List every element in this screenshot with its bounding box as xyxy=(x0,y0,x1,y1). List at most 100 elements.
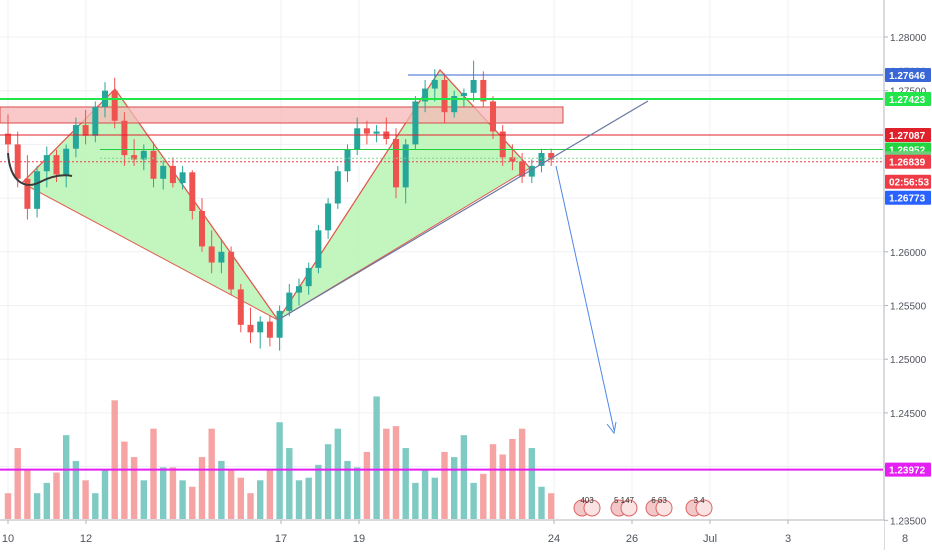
grid-lines xyxy=(0,0,906,521)
candle-body xyxy=(24,178,31,209)
volume-bar xyxy=(169,467,177,519)
drawing-overlays[interactable] xyxy=(0,74,883,471)
candle-body xyxy=(538,152,545,166)
candle-body xyxy=(460,92,467,97)
volume-bar xyxy=(460,435,468,519)
time-axis[interactable]: 10 12 17 19 24 26 Jul 3 8 xyxy=(0,519,908,550)
volume-bar xyxy=(24,469,31,519)
volume-bar xyxy=(363,451,371,519)
candle-body xyxy=(82,125,89,136)
time-tick-label: 19 xyxy=(353,533,365,545)
candle-body xyxy=(509,157,516,162)
candle-body xyxy=(199,210,205,247)
time-tick-label: Jul xyxy=(703,533,717,545)
price-level-label: 1.27646 xyxy=(889,71,926,82)
countdown-label-background xyxy=(885,174,931,189)
volume-bar xyxy=(412,482,419,519)
volume-bar xyxy=(499,454,506,519)
volume-bar xyxy=(227,469,235,519)
price-level-label-background xyxy=(885,462,931,477)
candle-body xyxy=(528,165,535,177)
volume-bar xyxy=(179,480,186,519)
volume-bar xyxy=(489,444,497,519)
price-level-label-background xyxy=(885,128,931,143)
candle-body xyxy=(189,172,196,211)
volume-bar xyxy=(354,467,361,519)
volume-bar xyxy=(121,441,128,519)
candle-body xyxy=(431,79,438,89)
candle-body xyxy=(72,125,79,149)
volume-bar xyxy=(266,469,274,519)
candle-body xyxy=(334,171,341,204)
candle-body xyxy=(499,131,506,158)
volume-bar xyxy=(528,448,535,519)
volume-bar xyxy=(324,444,332,519)
candle-body xyxy=(218,251,225,263)
candle-body xyxy=(247,324,254,333)
candle-body xyxy=(92,106,99,136)
candle-body xyxy=(519,161,526,177)
candle-body xyxy=(276,310,283,338)
price-tick-label: 1.24500 xyxy=(890,409,927,420)
volume-bar xyxy=(140,480,147,519)
volume-bar xyxy=(33,493,41,519)
candle-body xyxy=(451,96,458,113)
time-tick-label: 8 xyxy=(902,533,908,545)
candle-body xyxy=(208,246,215,263)
volume-bar xyxy=(392,426,400,519)
volume-bar xyxy=(101,469,109,519)
time-tick-label: 12 xyxy=(80,533,92,545)
event-count: 403 xyxy=(580,496,594,505)
volume-bar xyxy=(247,493,254,519)
volume-bar xyxy=(518,428,526,519)
volume-bar xyxy=(43,482,50,519)
volume-bar xyxy=(111,400,118,519)
volume-bar xyxy=(548,493,555,519)
candle-body xyxy=(131,155,138,160)
candle-body xyxy=(363,128,370,134)
candle-body xyxy=(315,230,322,268)
volume-bar xyxy=(198,457,206,519)
price-level-label: 1.26952 xyxy=(889,146,926,157)
price-level-label: 1.27087 xyxy=(889,131,926,142)
candle-body xyxy=(344,149,351,172)
volume-bar xyxy=(315,464,322,519)
time-tick-label: 26 xyxy=(626,533,638,545)
time-tick-label: 17 xyxy=(275,533,287,545)
candle-body xyxy=(179,172,186,184)
price-level-label: 1.23972 xyxy=(889,466,926,477)
volume-bar xyxy=(160,467,167,519)
candle-body xyxy=(325,203,332,231)
volume-bar xyxy=(344,460,351,519)
price-tick-label: 1.23500 xyxy=(890,516,927,527)
volume-bar xyxy=(53,472,60,519)
candle-body xyxy=(169,165,176,184)
volume-bar xyxy=(208,428,215,519)
price-tick-label: 1.25000 xyxy=(890,355,927,366)
economic-events[interactable]: 403 5 147 6 63 3 4 xyxy=(573,496,713,517)
volume-bar xyxy=(276,422,283,519)
candle-body xyxy=(63,148,70,175)
candle-body xyxy=(402,144,409,188)
candle-body xyxy=(34,171,41,209)
candle-body xyxy=(412,101,419,145)
countdown-label: 02:56:53 xyxy=(889,178,929,189)
price-level-label: 1.26839 xyxy=(889,158,926,169)
rising-trendline xyxy=(277,100,649,321)
event-flag-icon xyxy=(655,499,673,517)
candle-body xyxy=(441,79,448,113)
reference-price-label: 1.26773 xyxy=(889,194,926,205)
volume-bar xyxy=(421,469,429,519)
candle-body xyxy=(150,150,157,179)
candle-body xyxy=(43,155,50,172)
candle-body xyxy=(480,79,487,102)
volume-bar xyxy=(14,448,21,519)
volume-bar xyxy=(480,473,487,519)
candle-body xyxy=(373,131,380,134)
time-tick-label: 3 xyxy=(785,533,791,545)
event-flag-icon xyxy=(583,499,601,517)
price-axis[interactable]: 1.235001.240001.245001.250001.255001.260… xyxy=(883,0,932,550)
volume-bar xyxy=(257,480,264,519)
